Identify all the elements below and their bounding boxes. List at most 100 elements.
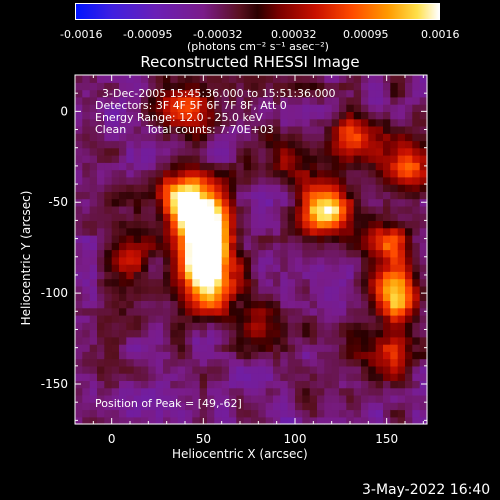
- heatmap-cell: [346, 394, 355, 403]
- heatmap-cell: [126, 351, 135, 360]
- heatmap-cell: [170, 205, 179, 214]
- heatmap-cell: [185, 89, 193, 98]
- heatmap-cell: [324, 96, 333, 105]
- heatmap-cell: [221, 235, 230, 243]
- heatmap-cell: [75, 220, 83, 229]
- heatmap-cell: [199, 140, 208, 149]
- heatmap-cell: [405, 198, 413, 207]
- heatmap-cell: [397, 365, 406, 374]
- heatmap-cell: [177, 191, 186, 200]
- heatmap-cell: [155, 227, 164, 236]
- heatmap-cells: [75, 75, 428, 425]
- heatmap-cell: [148, 205, 157, 214]
- heatmap-cell: [236, 336, 245, 345]
- heatmap-cell: [295, 300, 303, 309]
- heatmap-cell: [126, 133, 135, 142]
- heatmap-cell: [405, 249, 413, 258]
- heatmap-cell: [97, 176, 105, 185]
- heatmap-cell: [397, 278, 406, 287]
- heatmap-cell: [89, 111, 98, 120]
- heatmap-cell: [397, 155, 406, 163]
- heatmap-cell: [75, 96, 83, 105]
- heatmap-cell: [170, 125, 179, 134]
- heatmap-cell: [177, 111, 186, 120]
- heatmap-cell: [185, 191, 193, 200]
- heatmap-cell: [163, 293, 171, 301]
- heatmap-cell: [236, 227, 245, 236]
- heatmap-cell: [163, 162, 171, 171]
- heatmap-cell: [97, 104, 105, 112]
- heatmap-cell: [309, 227, 318, 236]
- heatmap-cell: [185, 75, 193, 83]
- heatmap-cell: [302, 184, 311, 192]
- heatmap-cell: [295, 249, 303, 258]
- heatmap-cell: [331, 191, 340, 200]
- heatmap-cell: [141, 256, 149, 265]
- heatmap-cell: [339, 256, 347, 265]
- heatmap-cell: [361, 373, 369, 381]
- heatmap-cell: [221, 125, 230, 134]
- heatmap-cell: [207, 329, 215, 338]
- heatmap-cell: [317, 365, 325, 374]
- heatmap-cell: [339, 264, 347, 272]
- heatmap-cell: [141, 147, 149, 156]
- heatmap-cell: [287, 264, 296, 272]
- heatmap-cell: [361, 198, 369, 207]
- heatmap-cell: [163, 111, 171, 120]
- heatmap-cell: [141, 227, 149, 236]
- heatmap-cell: [375, 227, 384, 236]
- heatmap-cell: [221, 380, 230, 389]
- heatmap-cell: [185, 300, 193, 309]
- heatmap-cell: [148, 191, 157, 200]
- heatmap-cell: [177, 387, 186, 396]
- heatmap-cell: [265, 307, 274, 316]
- heatmap-cell: [368, 402, 377, 411]
- heatmap-cell: [368, 351, 377, 360]
- heatmap-cell: [163, 191, 171, 200]
- heatmap-cell: [243, 220, 252, 229]
- heatmap-cell: [280, 104, 289, 112]
- heatmap-cell: [346, 314, 355, 323]
- heatmap-cell: [368, 155, 377, 163]
- heatmap-cell: [82, 184, 91, 192]
- heatmap-cell: [309, 147, 318, 156]
- heatmap-cell: [89, 271, 98, 280]
- heatmap-cell: [155, 75, 164, 83]
- heatmap-cell: [207, 104, 215, 112]
- heatmap-cell: [258, 285, 267, 294]
- heatmap-cell: [97, 358, 105, 367]
- heatmap-cell: [221, 118, 230, 127]
- heatmap-cell: [361, 140, 369, 149]
- heatmap-cell: [126, 373, 135, 381]
- heatmap-cell: [207, 75, 215, 83]
- heatmap-cell: [368, 358, 377, 367]
- heatmap-cell: [331, 322, 340, 331]
- heatmap-cell: [141, 336, 149, 345]
- heatmap-cell: [317, 220, 325, 229]
- heatmap-cell: [346, 285, 355, 294]
- heatmap-cell: [229, 409, 237, 418]
- heatmap-cell: [397, 249, 406, 258]
- heatmap-cell: [141, 213, 149, 221]
- heatmap-cell: [214, 89, 223, 98]
- heatmap-cell: [163, 278, 171, 287]
- heatmap-cell: [75, 351, 83, 360]
- heatmap-cell: [361, 155, 369, 163]
- heatmap-cell: [419, 125, 428, 134]
- heatmap-cell: [89, 380, 98, 389]
- heatmap-cell: [82, 176, 91, 185]
- heatmap-cell: [287, 344, 296, 352]
- heatmap-cell: [405, 278, 413, 287]
- heatmap-cell: [141, 89, 149, 98]
- heatmap-cell: [346, 82, 355, 91]
- heatmap-cell: [251, 162, 259, 171]
- heatmap-cell: [75, 213, 83, 221]
- heatmap-cell: [163, 176, 171, 185]
- heatmap-cell: [199, 220, 208, 229]
- heatmap-cell: [229, 394, 237, 403]
- heatmap-cell: [155, 184, 164, 192]
- heatmap-cell: [353, 249, 362, 258]
- heatmap-cell: [331, 118, 340, 127]
- heatmap-cell: [207, 205, 215, 214]
- heatmap-cell: [148, 271, 157, 280]
